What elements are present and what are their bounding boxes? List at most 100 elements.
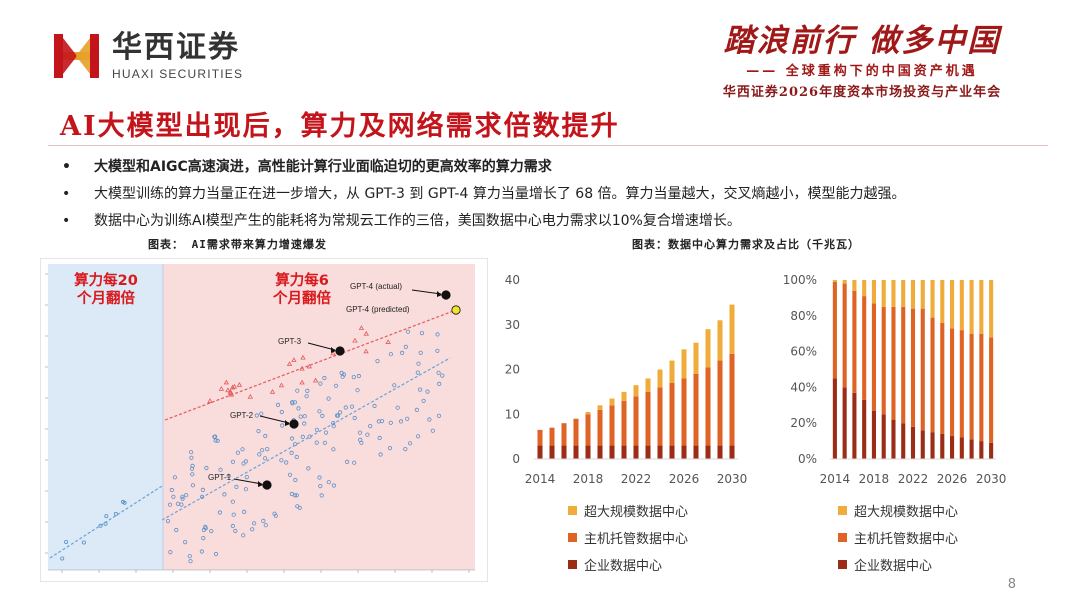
highlighted-point xyxy=(335,346,345,356)
scatter-point xyxy=(375,359,380,364)
scatter-point-large-model xyxy=(207,398,213,403)
scatter-point xyxy=(437,381,442,387)
bar-segment xyxy=(669,382,675,446)
zone-left-annotation: 算力每20 个月翻倍 xyxy=(74,271,138,307)
bullet-item: 大模型训练的算力当量正在进一步增大，从 GPT-3 到 GPT-4 算力当量增长… xyxy=(62,181,1052,208)
scatter-point xyxy=(349,404,355,409)
bar-segment xyxy=(950,435,955,459)
scatter-point-large-model xyxy=(291,357,297,362)
legend-label: 超大规模数据中心 xyxy=(854,505,959,520)
scatter-point xyxy=(259,411,264,416)
highlighted-point-label: GPT-1 xyxy=(208,473,232,482)
bar-segment xyxy=(852,280,857,291)
scatter-point xyxy=(293,477,298,483)
scatter-point xyxy=(265,447,270,452)
scatter-point xyxy=(322,375,327,381)
legend-item: 主机托管数据中心 xyxy=(568,524,688,551)
scatter-point xyxy=(215,438,220,443)
bar-segment xyxy=(959,330,964,438)
scatter-point-large-model xyxy=(385,339,391,344)
compute-growth-scatter-chart: 算力每20 个月翻倍 算力每6 个月翻倍 GPT-1 GPT-2 GPT-3 GPT-4 … xyxy=(40,258,488,582)
bar-segment xyxy=(989,280,994,338)
scatter-point xyxy=(279,409,284,415)
scatter-point xyxy=(355,388,360,393)
bar-segment xyxy=(729,304,735,354)
scatter-point-large-model xyxy=(300,354,306,360)
bar-segment xyxy=(950,328,955,436)
scatter-point xyxy=(326,396,331,401)
scatter-point xyxy=(184,493,189,498)
y-tick-label: 20% xyxy=(790,416,817,430)
annotation-arrow xyxy=(411,289,442,295)
logo-english-name: HUAXI SECURITIES xyxy=(112,67,244,81)
bar-segment xyxy=(979,441,984,459)
y-tick-label: 80% xyxy=(790,309,817,323)
trend-line-blue-late xyxy=(161,357,451,521)
scatter-point xyxy=(171,494,176,499)
scatter-point xyxy=(174,527,179,533)
scatter-point xyxy=(430,428,435,433)
bar-segment xyxy=(645,445,651,459)
bar-segment xyxy=(969,280,974,334)
bar-segment xyxy=(871,410,876,459)
scatter-point xyxy=(294,493,299,498)
scatter-point xyxy=(418,350,423,355)
scatter-point xyxy=(226,473,231,478)
scatter-point xyxy=(242,509,247,514)
legend-swatch xyxy=(568,533,577,542)
huaxi-logo-mark-icon xyxy=(54,34,99,78)
scatter-point xyxy=(377,435,382,441)
annotation-arrowhead xyxy=(258,481,263,487)
bar-segment xyxy=(597,445,603,459)
legend-label: 企业数据中心 xyxy=(854,559,933,574)
scatter-point xyxy=(399,350,405,356)
bar-segment xyxy=(537,429,543,446)
annotation-arrow xyxy=(259,415,290,424)
scatter-point xyxy=(376,419,381,424)
bullet-list: 大模型和AIGC高速演进，高性能计算行业面临迫切的更高效率的算力需求 大模型训练… xyxy=(62,154,1052,235)
scatter-point xyxy=(405,329,411,334)
scatter-point xyxy=(323,430,329,435)
scatter-point xyxy=(388,352,393,357)
legend-swatch xyxy=(568,506,577,515)
legend-label: 主机托管数据中心 xyxy=(854,532,959,547)
bar-segment xyxy=(891,306,896,420)
bar-segment xyxy=(901,280,906,307)
bar-segment xyxy=(681,349,687,379)
scatter-point xyxy=(190,472,195,477)
y-tick-label: 0 xyxy=(512,452,520,466)
bar-segment xyxy=(645,391,651,446)
scatter-point xyxy=(416,361,421,366)
legend-label: 超大规模数据中心 xyxy=(584,505,689,520)
scatter-point xyxy=(222,492,227,497)
annotation-arrowhead xyxy=(331,347,336,353)
x-tick-label: 2026 xyxy=(937,472,968,486)
scatter-point xyxy=(339,370,344,376)
scatter-point xyxy=(254,413,259,418)
scatter-point xyxy=(241,533,246,538)
scatter-point-large-model xyxy=(229,384,236,390)
bar-segment xyxy=(969,333,974,440)
bar-segment xyxy=(549,427,555,446)
bar-segment xyxy=(693,373,699,446)
scatter-point xyxy=(294,454,299,460)
bar-segment xyxy=(862,280,867,297)
highlighted-point-label: GPT-3 xyxy=(278,337,302,346)
scatter-point xyxy=(252,521,257,526)
bar-segment xyxy=(910,426,916,459)
bar-segment xyxy=(621,391,627,401)
scatter-point xyxy=(388,420,393,425)
highlighted-point xyxy=(262,480,272,490)
y-tick-label: 100% xyxy=(783,273,817,287)
highlighted-point xyxy=(441,290,451,300)
y-tick-label: 20 xyxy=(505,363,520,377)
scatter-point xyxy=(261,518,266,523)
scatter-point xyxy=(188,559,193,564)
scatter-point xyxy=(295,388,300,393)
scatter-point xyxy=(98,523,103,528)
legend-swatch xyxy=(838,506,847,515)
scatter-point xyxy=(302,414,307,419)
bar-segment xyxy=(657,387,663,446)
annotation-arrowhead xyxy=(285,420,290,426)
bar-segment xyxy=(717,320,723,361)
